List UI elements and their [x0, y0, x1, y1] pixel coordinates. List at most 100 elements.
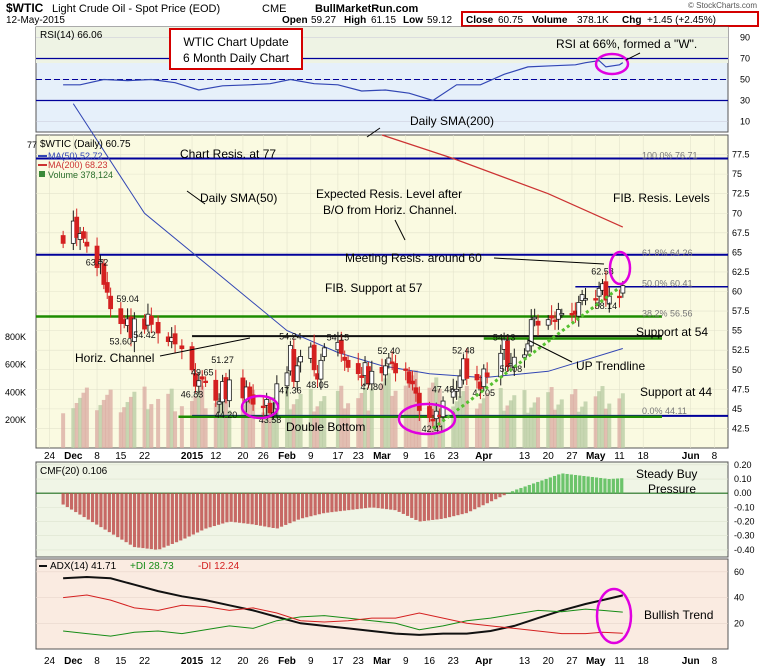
chart-update-box	[169, 28, 303, 70]
cmf-bar	[233, 493, 237, 523]
x-tick-label: 23	[448, 451, 460, 462]
price-tick-label: 55	[732, 326, 742, 336]
cmf-bar	[489, 493, 494, 502]
volume-bar	[573, 389, 578, 448]
cmf-bar	[464, 493, 468, 514]
fib-support-annotation: FIB. Support at 57	[325, 281, 423, 295]
candle-body	[131, 318, 137, 342]
cmf-bar	[519, 487, 523, 494]
x-tick-label-bottom: 2015	[181, 656, 204, 667]
candle-body	[406, 371, 412, 384]
cmf-bar	[195, 493, 200, 533]
cmf-bar	[540, 480, 544, 494]
x-tick-label: 8	[94, 451, 100, 462]
cmf-bar	[153, 493, 158, 550]
header-date: 12-May-2015	[6, 15, 65, 26]
x-tick-label-bottom: May	[586, 656, 606, 667]
cmf-bar	[590, 476, 594, 494]
volume-bar	[498, 388, 503, 448]
cmf-bar	[111, 493, 116, 535]
candle-body	[403, 368, 409, 371]
adx-annotation: Bullish Trend	[644, 608, 713, 622]
cmf-bar	[372, 493, 376, 508]
cmf-bar	[338, 493, 342, 512]
chart-resis-annotation: Chart Resis. at 77	[180, 147, 276, 161]
cmf-bar	[292, 493, 296, 522]
cmf-bar	[552, 475, 557, 494]
header-name: Light Crude Oil - Spot Price (EOD)	[52, 3, 220, 15]
volume-bar	[81, 392, 86, 448]
cmf-bar	[510, 491, 515, 494]
rsi-series-line	[63, 59, 624, 102]
price-point-label: 47.48	[432, 384, 455, 394]
chart-update-title: WTIC Chart Update	[183, 35, 289, 49]
candle-body	[199, 376, 205, 380]
rsi-w-circle	[594, 52, 630, 76]
cmf-bar	[86, 493, 90, 520]
volume-bar	[369, 388, 374, 448]
cmf-bar	[137, 493, 141, 548]
volume-bar	[71, 408, 76, 448]
candle-body	[579, 294, 585, 301]
candle-body	[369, 370, 375, 385]
volume-bar	[393, 390, 398, 448]
x-tick-label-bottom: 9	[403, 656, 409, 667]
cmf-bar	[200, 493, 204, 531]
candle-body	[216, 401, 222, 405]
horiz-channel-arrow	[159, 337, 251, 357]
volume-tick-label: 400K	[5, 387, 26, 397]
cmf-bar	[573, 474, 578, 494]
x-tick-label: 24	[44, 451, 56, 462]
volume-bar	[342, 408, 347, 448]
candle-body	[549, 315, 555, 319]
volume-bar	[312, 411, 317, 448]
volume-bar	[346, 403, 351, 448]
volume-bar	[485, 393, 490, 448]
x-tick-label: Feb	[278, 451, 296, 462]
volume-bar	[125, 402, 130, 448]
volume-bar	[169, 388, 174, 448]
x-tick-label-bottom: Mar	[373, 656, 391, 667]
volume-bar	[546, 392, 551, 448]
candle-body	[318, 359, 324, 380]
candle-body	[260, 405, 266, 409]
sma50-annotation-arrow	[186, 190, 206, 205]
price-point-label: 54.15	[327, 332, 350, 342]
cmf-bar	[460, 493, 464, 515]
volume-bar	[213, 403, 218, 448]
cmf-bar	[124, 493, 128, 543]
volume-bar	[505, 405, 510, 448]
volume-bar	[108, 389, 113, 448]
candle-body	[226, 379, 232, 402]
expected-resis-annotation-2: B/O from Horiz. Channel.	[323, 203, 457, 217]
cmf-bar	[305, 493, 309, 518]
adx-series-minus-di	[63, 594, 623, 635]
volume-bar	[356, 398, 361, 448]
volume-label: Volume	[532, 15, 568, 26]
volume-bar	[536, 397, 541, 448]
cmf-bar	[107, 493, 111, 533]
volume-bar	[390, 395, 395, 448]
volume-bar	[271, 397, 276, 448]
volume-bar	[179, 406, 184, 448]
price-tick-label: 60	[732, 287, 742, 297]
candle-body	[321, 347, 327, 357]
double-bottom-annotation: Double Bottom	[286, 420, 365, 434]
volume-bar	[458, 396, 463, 448]
volume-bar	[128, 396, 133, 448]
candle-body	[603, 281, 609, 301]
volume-bar	[98, 405, 103, 448]
volume-bar	[580, 406, 585, 448]
cmf-bar	[246, 493, 250, 524]
sma50-line	[72, 103, 623, 379]
candle-body	[410, 380, 415, 385]
price-tick-label: 52.5	[732, 345, 750, 355]
header-exchange: CME	[262, 3, 286, 15]
sma200-annotation-arrow	[366, 127, 381, 138]
rsi-tick-label: 10	[740, 117, 750, 127]
cmf-bar	[359, 493, 363, 509]
x-tick-label: Jun	[682, 451, 700, 462]
volume-tick-label: 800K	[5, 332, 26, 342]
volume-bar	[227, 410, 232, 448]
candle-body	[118, 308, 124, 324]
